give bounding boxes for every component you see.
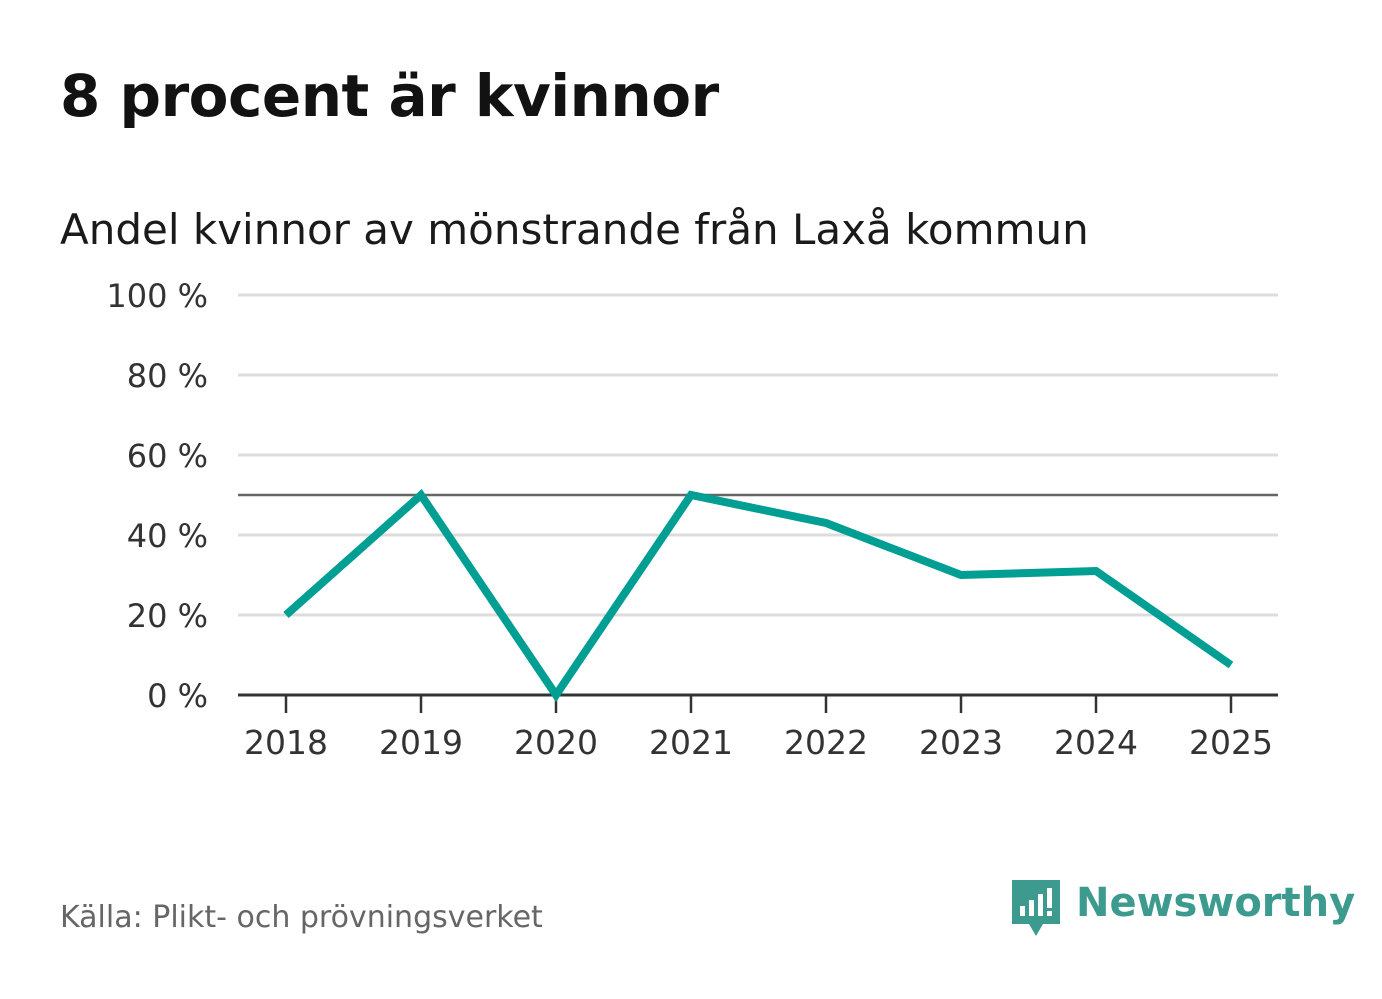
y-tick-label: 40 % bbox=[127, 517, 208, 555]
series-line bbox=[283, 488, 1234, 703]
series-group bbox=[283, 488, 1234, 703]
x-tick-label: 2024 bbox=[1054, 723, 1138, 762]
y-tick-label: 0 % bbox=[147, 677, 208, 715]
x-tick-label: 2018 bbox=[244, 723, 328, 762]
x-axis bbox=[238, 693, 1278, 713]
y-tick-label: 100 % bbox=[106, 277, 208, 315]
gridlines bbox=[238, 293, 1278, 617]
x-tick-label: 2019 bbox=[379, 723, 463, 762]
y-tick-label: 80 % bbox=[127, 357, 208, 395]
brand-logo: Newsworthy bbox=[1010, 878, 1355, 940]
x-tick-label: 2021 bbox=[649, 723, 733, 762]
y-tick-label: 60 % bbox=[127, 437, 208, 475]
x-tick-label: 2020 bbox=[514, 723, 598, 762]
x-axis-labels: 2018 2019 2020 2021 2022 2023 2024 2025 bbox=[244, 723, 1273, 762]
x-tick-label: 2023 bbox=[919, 723, 1003, 762]
x-tick-label: 2022 bbox=[784, 723, 868, 762]
chart-headline: 8 procent är kvinnor bbox=[60, 62, 719, 130]
y-tick-label: 20 % bbox=[127, 597, 208, 635]
y-axis-labels: 0 % 20 % 40 % 60 % 80 % 100 % bbox=[106, 277, 208, 715]
brand-name: Newsworthy bbox=[1076, 880, 1356, 926]
source-note: Källa: Plikt- och prövningsverket bbox=[60, 900, 543, 935]
x-tick-label: 2025 bbox=[1189, 723, 1273, 762]
newsworthy-logo-icon bbox=[1012, 880, 1060, 936]
chart-title: Andel kvinnor av mönstrande från Laxå ko… bbox=[60, 205, 1089, 254]
